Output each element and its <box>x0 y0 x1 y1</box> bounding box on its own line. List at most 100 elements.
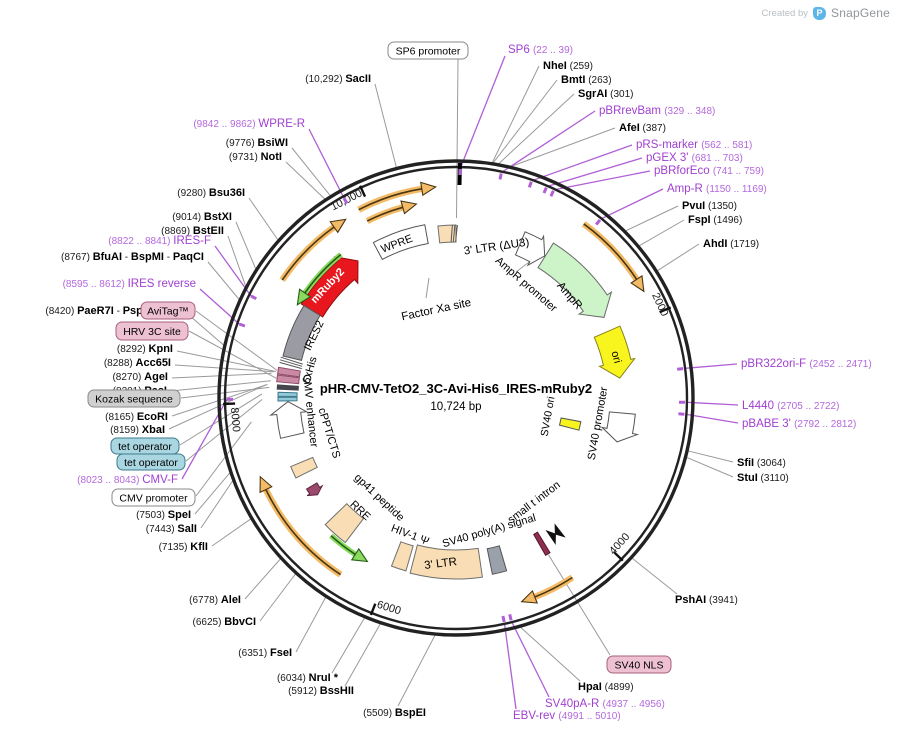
label-spei[interactable]: (7503) SpeI <box>136 509 191 521</box>
watermark: Created by P SnapGene <box>762 6 890 20</box>
label-sfii[interactable]: SfiI (3064) <box>737 457 786 469</box>
feature-rre-box[interactable] <box>324 502 365 544</box>
label-cmv-f[interactable]: (8023 .. 8043) CMV-F <box>77 474 178 486</box>
axis-tick-2000 <box>659 306 672 314</box>
label-pbr322ori-f[interactable]: pBR322ori-F (2452 .. 2471) <box>741 358 872 370</box>
sv40-promoter-label[interactable]: SV40 promoter <box>586 386 611 461</box>
label-sp6[interactable]: SP6 (22 .. 39) <box>508 44 573 56</box>
label-amp-r[interactable]: Amp-R (1150 .. 1169) <box>667 183 767 195</box>
label-fspi[interactable]: FspI (1496) <box>688 214 742 226</box>
label-sp6-promoter[interactable]: SP6 promoter <box>396 45 461 57</box>
label-sali[interactable]: (7443) SalI <box>146 523 197 535</box>
label-nrui[interactable]: (6034) NruI * <box>277 672 339 684</box>
label-bsteii[interactable]: (8869) BstEII <box>161 225 224 237</box>
factor-xa-site-label[interactable]: Factor Xa site <box>400 297 472 323</box>
feature-sv40-polya-box[interactable] <box>486 545 508 575</box>
feature-mruby2[interactable] <box>300 255 359 318</box>
feature-ori-arrow[interactable] <box>593 325 636 379</box>
feature-ires2[interactable] <box>282 304 321 362</box>
label-ebv-rev[interactable]: EBV-rev (4991 .. 5010) <box>513 710 621 722</box>
label-afei[interactable]: AfeI (387) <box>619 122 666 134</box>
feature-hrv-3c-bar[interactable] <box>276 374 300 385</box>
sv40-ori-label[interactable]: SV40 ori <box>539 396 558 438</box>
label-wpre-r[interactable]: (9842 .. 9862) WPRE-R <box>193 118 305 130</box>
label-tet-operator-2[interactable]: tet operator <box>124 457 178 469</box>
label-fsei[interactable]: (6351) FseI <box>238 647 292 659</box>
callout-line-pshai <box>630 557 678 595</box>
label-avitag[interactable]: AviTag™ <box>147 305 189 317</box>
label-bsiwi[interactable]: (9776) BsiWI <box>226 137 288 149</box>
label-l4440[interactable]: L4440 (2705 .. 2722) <box>742 400 839 412</box>
feature-small-t-intron-glyph[interactable] <box>545 523 566 545</box>
feature-tet-operator-bar-2[interactable] <box>277 396 298 402</box>
label-box-sp6-promoter[interactable] <box>387 41 469 60</box>
cppt-cts-label[interactable]: cPPT/CTS <box>316 407 343 460</box>
feature-three-prime-ltr[interactable] <box>409 544 483 580</box>
feature-gp41-peptide-arrow[interactable] <box>305 482 324 497</box>
label-sgrai[interactable]: SgrAI (301) <box>578 88 633 100</box>
three-prime-ltr-label[interactable]: 3' LTR <box>424 556 458 572</box>
feature-sv40-nls-bar[interactable] <box>533 531 551 556</box>
feature-cppt-cts-box[interactable] <box>290 456 318 479</box>
label-pshai[interactable]: PshAI (3941) <box>675 594 738 606</box>
feature-kozak-bar[interactable] <box>276 384 299 391</box>
label-sv40pa-r[interactable]: SV40pA-R (4937 .. 4956) <box>545 698 665 710</box>
feature-sv40-promoter-arrow[interactable] <box>600 411 640 443</box>
label-sacii[interactable]: (10,292) SacII <box>305 73 371 85</box>
label-agei[interactable]: (8270) AgeI <box>112 371 168 383</box>
label-sv40-nls[interactable]: SV40 NLS <box>614 659 663 671</box>
label-hpai[interactable]: HpaI (4899) <box>578 681 634 693</box>
feature-hiv1-psi-box[interactable] <box>390 541 414 572</box>
label-bbvci[interactable]: (6625) BbvCI <box>193 616 256 628</box>
label-stui[interactable]: StuI (3110) <box>737 472 789 484</box>
label-box-avitag[interactable] <box>140 301 196 320</box>
label-noti[interactable]: (9731) NotI <box>229 151 282 163</box>
label-bsu36i[interactable]: (9280) Bsu36I <box>177 187 245 199</box>
label-box-hrv-3c-site[interactable] <box>115 321 189 341</box>
label-box-sv40-nls[interactable] <box>606 655 672 674</box>
label-ahdi[interactable]: AhdI (1719) <box>703 238 759 250</box>
label-kpni[interactable]: (8292) KpnI <box>117 343 173 355</box>
feature-sv40-ori-box[interactable] <box>558 417 582 431</box>
label-ires-reverse[interactable]: (8595 .. 8612) IRES reverse <box>63 278 196 290</box>
label-xbai[interactable]: (8159) XbaI <box>110 424 165 436</box>
label-alei[interactable]: (6778) AleI <box>189 594 241 606</box>
hiv1-psi-label[interactable]: HIV-1 Ψ <box>389 522 430 547</box>
label-kozak-sequence[interactable]: Kozak sequence <box>95 393 173 405</box>
feature-wpre[interactable] <box>372 224 429 261</box>
sixhis-label[interactable]: 6xHis <box>301 355 320 385</box>
label-pbrrevbam[interactable]: pBRrevBam (329 .. 348) <box>599 105 715 117</box>
callout-line-ahdi <box>656 243 700 272</box>
label-bmti[interactable]: BmtI (263) <box>561 74 612 86</box>
feature-cmv-promoter-arrow[interactable] <box>269 401 309 439</box>
label-box-kozak-sequence[interactable] <box>87 389 181 408</box>
label-bstxi[interactable]: (9014) BstXI <box>172 211 232 223</box>
label-pgex-3[interactable]: pGEX 3' (681 .. 703) <box>646 152 743 164</box>
callout-line-stui <box>685 456 734 478</box>
feature-tet-operator-bar-1[interactable] <box>277 391 298 397</box>
label-ecori[interactable]: (8165) EcoRI <box>105 411 168 423</box>
feature-avitag-bar[interactable] <box>277 366 301 378</box>
label-box-cmv-promoter[interactable] <box>111 488 196 507</box>
label-cmv-promoter[interactable]: CMV promoter <box>119 492 188 504</box>
label-box-tet-operator-2[interactable] <box>116 453 186 471</box>
label-bsshii[interactable]: (5912) BssHII <box>288 685 354 697</box>
label-pbrforeco[interactable]: pBRforEco (741 .. 759) <box>654 165 764 177</box>
label-pbabe-3[interactable]: pBABE 3' (2792 .. 2812) <box>742 418 856 430</box>
label-hrv-3c-site[interactable]: HRV 3C site <box>123 326 181 338</box>
label-pvui[interactable]: PvuI (1350) <box>682 200 737 212</box>
label-bspei[interactable]: (5509) BspEI <box>363 707 426 719</box>
label-nhei[interactable]: NheI (259) <box>543 60 593 72</box>
label-prs-marker[interactable]: pRS-marker (562 .. 581) <box>636 139 752 151</box>
hatch-ltr-end-1 <box>452 224 456 243</box>
feature-ampr-promoter-arrow[interactable] <box>514 231 546 267</box>
label-acc65i[interactable]: (8288) Acc65I <box>104 357 171 369</box>
label-tet-operator-1[interactable]: tet operator <box>118 441 172 453</box>
label-ires-f[interactable]: (8822 .. 8841) IRES-F <box>108 235 211 247</box>
orf-head-orf-bottom <box>520 589 539 604</box>
ori-label[interactable]: ori <box>609 350 624 365</box>
orf-body-orf-right <box>581 221 640 282</box>
label-bfuai-bspmi-paqci[interactable]: (8767) BfuAI - BspMI - PaqCI <box>61 251 204 263</box>
label-kfli[interactable]: (7135) KflI <box>159 541 208 553</box>
feature-ampr-arrow[interactable] <box>537 242 613 318</box>
